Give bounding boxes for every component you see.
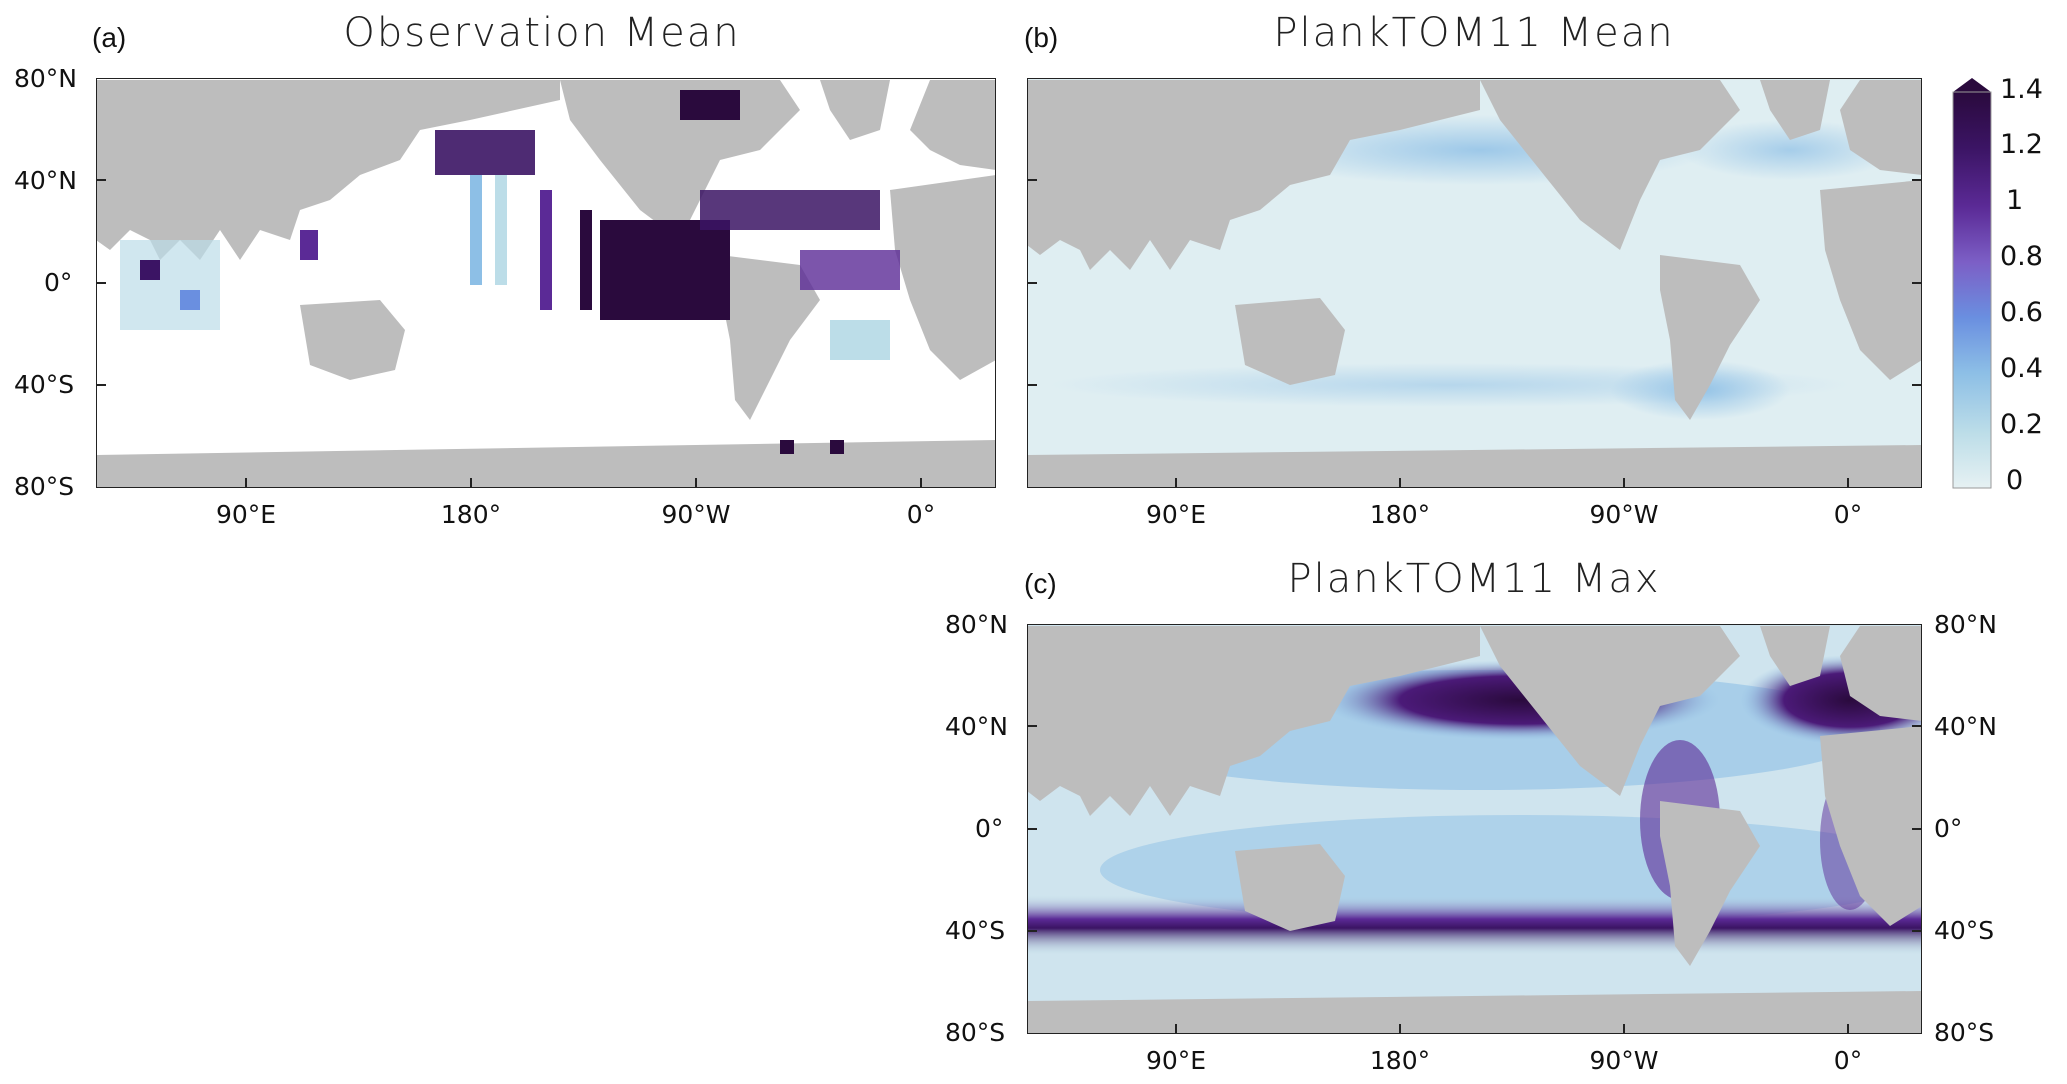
- lat-label-c-80s: 80°S: [945, 1018, 1006, 1047]
- lon-label-c-90w: 90°W: [1589, 1046, 1659, 1075]
- land-b: [1027, 80, 1922, 488]
- lat-label-c-right-40n: 40°N: [1934, 712, 1998, 741]
- lon-label-b-90w: 90°W: [1589, 500, 1659, 529]
- colorbar-tick-0-8: 0.8: [2000, 241, 2043, 272]
- lat-label-a-80s: 80°S: [14, 472, 75, 501]
- lat-label-c-0: 0°: [975, 814, 1004, 843]
- colorbar-tick-0-2: 0.2: [2000, 409, 2043, 440]
- panel-c-letter: (c): [1024, 568, 1057, 599]
- colorbar-tick-0-4: 0.4: [2000, 353, 2043, 384]
- panel-c-title: PlankTOM11 Max: [1287, 556, 1661, 602]
- colorbar-tick-1-4: 1.4: [2000, 74, 2043, 105]
- lat-label-a-80n: 80°N: [14, 64, 78, 93]
- colorbar-gradient: [1953, 92, 1991, 488]
- colorbar-tick-1-2: 1.2: [2000, 129, 2043, 160]
- lat-label-c-right-80n: 80°N: [1934, 610, 1998, 639]
- panel-a-letter: (a): [92, 22, 127, 53]
- lat-label-a-40s: 40°S: [14, 370, 75, 399]
- lat-label-c-right-40s: 40°S: [1934, 916, 1995, 945]
- lon-label-a-0: 0°: [906, 500, 936, 529]
- map-observation-mean: [96, 78, 996, 488]
- colorbar-tick-0: 0: [2006, 465, 2024, 496]
- lat-label-c-80n: 80°N: [945, 610, 1009, 639]
- colorbar-tick-1: 1: [2006, 185, 2024, 216]
- lon-label-a-90w: 90°W: [661, 500, 731, 529]
- observation-points: [120, 90, 900, 454]
- colorbar-extend-max: [1953, 78, 1991, 92]
- lat-label-c-40s: 40°S: [945, 916, 1006, 945]
- lon-label-a-180: 180°: [440, 500, 502, 529]
- panel-b-title: PlankTOM11 Mean: [1273, 10, 1675, 56]
- colorbar: [1952, 78, 1992, 489]
- lon-label-c-180: 180°: [1369, 1046, 1431, 1075]
- panel-a-title: Observation Mean: [343, 10, 741, 56]
- panel-b-letter: (b): [1024, 22, 1059, 53]
- lat-label-a-0: 0°: [44, 268, 73, 297]
- map-planktom11-mean: [1027, 78, 1922, 488]
- lon-label-c-90e: 90°E: [1145, 1046, 1207, 1075]
- map-planktom11-max: [1027, 624, 1922, 1034]
- lat-label-c-right-0: 0°: [1934, 814, 1963, 843]
- lat-label-c-40n: 40°N: [945, 712, 1009, 741]
- lat-label-c-right-80s: 80°S: [1934, 1018, 1995, 1047]
- lon-label-b-180: 180°: [1369, 500, 1431, 529]
- lon-label-b-0: 0°: [1833, 500, 1863, 529]
- land-c: [1027, 626, 1922, 1034]
- lon-label-c-0: 0°: [1833, 1046, 1863, 1075]
- lon-label-b-90e: 90°E: [1145, 500, 1207, 529]
- lat-label-a-40n: 40°N: [14, 166, 78, 195]
- tick-marks: [96, 179, 1922, 1034]
- lon-label-a-90e: 90°E: [215, 500, 277, 529]
- colorbar-tick-0-6: 0.6: [2000, 297, 2043, 328]
